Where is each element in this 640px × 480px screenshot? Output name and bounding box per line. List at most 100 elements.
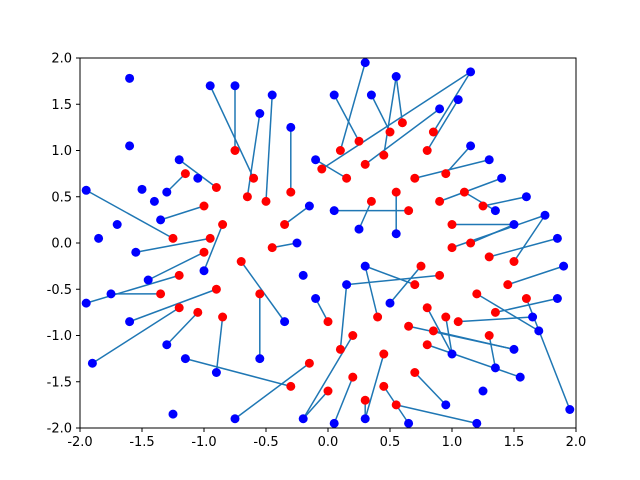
blue-point — [472, 418, 482, 428]
blue-point — [81, 185, 91, 195]
red-point — [428, 127, 438, 137]
blue-point — [497, 173, 507, 183]
blue-point — [391, 229, 401, 239]
blue-point — [267, 90, 277, 100]
connector-line — [129, 288, 217, 323]
connector-line — [358, 201, 373, 230]
blue-point — [528, 312, 538, 322]
blue-point — [360, 58, 370, 68]
connector-lines — [85, 62, 571, 425]
blue-point — [193, 173, 203, 183]
red-point — [379, 349, 389, 359]
connector-line — [464, 191, 496, 212]
red-point — [348, 372, 358, 382]
connector-line — [135, 237, 211, 253]
red-point — [168, 233, 178, 243]
blue-point — [509, 220, 519, 229]
connector-line — [234, 362, 310, 420]
connector-line — [426, 307, 453, 355]
connector-line — [482, 196, 527, 207]
red-point — [199, 247, 209, 257]
red-point — [348, 331, 358, 340]
blue-point — [559, 261, 569, 271]
connector-line — [364, 265, 379, 318]
red-point — [509, 257, 519, 266]
red-point — [422, 340, 432, 350]
blue-point — [168, 409, 178, 419]
red-point — [317, 164, 327, 174]
red-point — [230, 146, 240, 155]
blue-point — [552, 294, 562, 303]
blue-point — [515, 372, 525, 382]
blue-point — [329, 90, 339, 100]
y-tick-label: 2.0 — [51, 52, 72, 67]
connector-line — [265, 94, 273, 202]
blue-point — [360, 261, 370, 271]
blue-point — [342, 280, 352, 290]
red-point — [428, 326, 438, 336]
red-point — [397, 118, 407, 128]
blue-point — [441, 400, 451, 410]
blue-point — [180, 354, 190, 364]
red-point — [205, 233, 215, 243]
connector-line — [395, 76, 404, 123]
connector-line — [364, 108, 441, 165]
blue-point — [162, 340, 172, 350]
red-point — [323, 386, 333, 396]
connector-line — [315, 159, 347, 179]
y-axis: -2.0 -1.5 -1.0 -0.5 0.0 0.5 1.0 1.5 2.0 — [47, 52, 80, 437]
connector-line — [209, 85, 255, 179]
blue-point — [311, 294, 321, 303]
red-point — [286, 187, 296, 197]
blue-point — [125, 73, 135, 83]
blue-point — [131, 247, 141, 257]
blue-point — [391, 72, 401, 81]
connector-line — [166, 311, 199, 346]
blue-points — [81, 58, 575, 428]
connector-line — [458, 316, 533, 323]
connector-line — [185, 357, 291, 388]
red-point — [211, 183, 221, 192]
red-point — [391, 400, 401, 410]
x-axis: -2.0 -1.5 -1.0 -0.5 0.0 0.5 1.0 1.5 2.0 — [67, 428, 586, 450]
red-point — [236, 257, 246, 266]
red-point — [267, 243, 277, 253]
connector-line — [346, 274, 440, 286]
connector-line — [364, 265, 416, 286]
red-point — [373, 312, 383, 322]
red-point — [385, 127, 395, 137]
connector-line — [203, 224, 224, 272]
blue-point — [87, 358, 97, 368]
red-point — [255, 289, 265, 299]
blue-point — [143, 275, 153, 285]
red-point — [360, 159, 370, 169]
red-point — [354, 136, 364, 146]
plot-area — [81, 58, 575, 428]
red-point — [323, 317, 333, 327]
blue-point — [304, 201, 314, 211]
red-point — [441, 312, 451, 322]
blue-point — [137, 184, 147, 194]
red-point — [261, 196, 271, 206]
red-point — [249, 173, 259, 183]
blue-point — [230, 414, 240, 424]
connector-line — [426, 99, 459, 151]
red-point — [521, 294, 531, 303]
blue-point — [230, 81, 240, 91]
red-point — [156, 289, 166, 299]
x-tick-label: 2.0 — [566, 435, 587, 450]
connector-line — [85, 274, 180, 304]
connector-line — [160, 205, 205, 221]
red-point — [211, 284, 221, 294]
red-point — [404, 206, 414, 216]
blue-point — [81, 298, 91, 308]
blue-point — [311, 155, 321, 165]
blue-point — [292, 238, 302, 248]
connector-line — [383, 76, 397, 156]
blue-point — [298, 414, 308, 424]
blue-point — [435, 104, 445, 114]
red-point — [466, 238, 476, 248]
connector-line — [488, 335, 497, 369]
red-point — [174, 303, 184, 313]
red-point — [304, 358, 314, 368]
